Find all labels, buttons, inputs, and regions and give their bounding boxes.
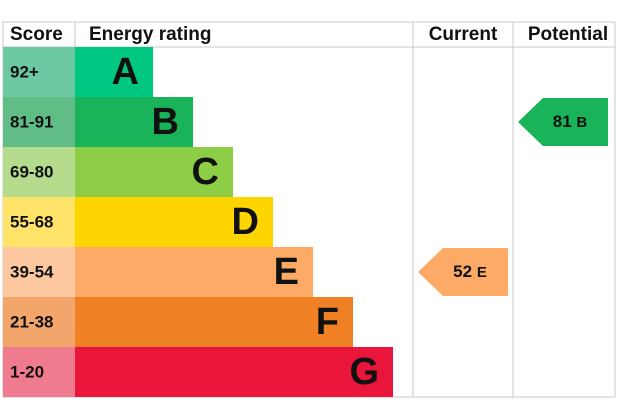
rating-bar: [75, 97, 193, 147]
score-label: 39-54: [10, 262, 54, 281]
rating-letter: G: [349, 351, 379, 393]
rating-bar: [75, 147, 233, 197]
rating-letter: F: [316, 301, 339, 343]
score-label: 69-80: [10, 162, 53, 181]
rating-letter: D: [232, 201, 259, 243]
rating-bar: [75, 247, 313, 297]
score-label: 1-20: [10, 362, 44, 381]
score-cell: [3, 47, 75, 97]
rating-letter: C: [192, 151, 219, 193]
potential-marker: [518, 98, 608, 146]
header-score: Score: [10, 24, 63, 45]
header-rating: Energy rating: [89, 24, 211, 45]
score-cell: [3, 247, 75, 297]
current-label: 52 E: [453, 262, 487, 281]
current-letter: E: [477, 264, 487, 281]
score-cell: [3, 197, 75, 247]
score-cell: [3, 347, 75, 397]
header-current: Current: [429, 24, 498, 45]
rating-bar: [75, 47, 153, 97]
rating-letter: B: [152, 101, 179, 143]
rating-bar: [75, 297, 353, 347]
rating-letter: E: [274, 251, 299, 293]
potential-value: 81: [553, 112, 572, 131]
score-label: 81-91: [10, 112, 53, 131]
current-value: 52: [453, 262, 472, 281]
rating-bar: [75, 347, 393, 397]
current-marker: [418, 248, 508, 296]
rating-letter: A: [112, 51, 139, 93]
score-label: 92+: [10, 62, 39, 81]
rating-bar: [75, 197, 273, 247]
potential-label: 81 B: [553, 112, 588, 131]
score-cell: [3, 147, 75, 197]
score-cell: [3, 297, 75, 347]
score-cell: [3, 97, 75, 147]
score-label: 55-68: [10, 212, 53, 231]
score-label: 21-38: [10, 312, 53, 331]
header-potential: Potential: [528, 24, 608, 45]
potential-letter: B: [576, 114, 587, 131]
